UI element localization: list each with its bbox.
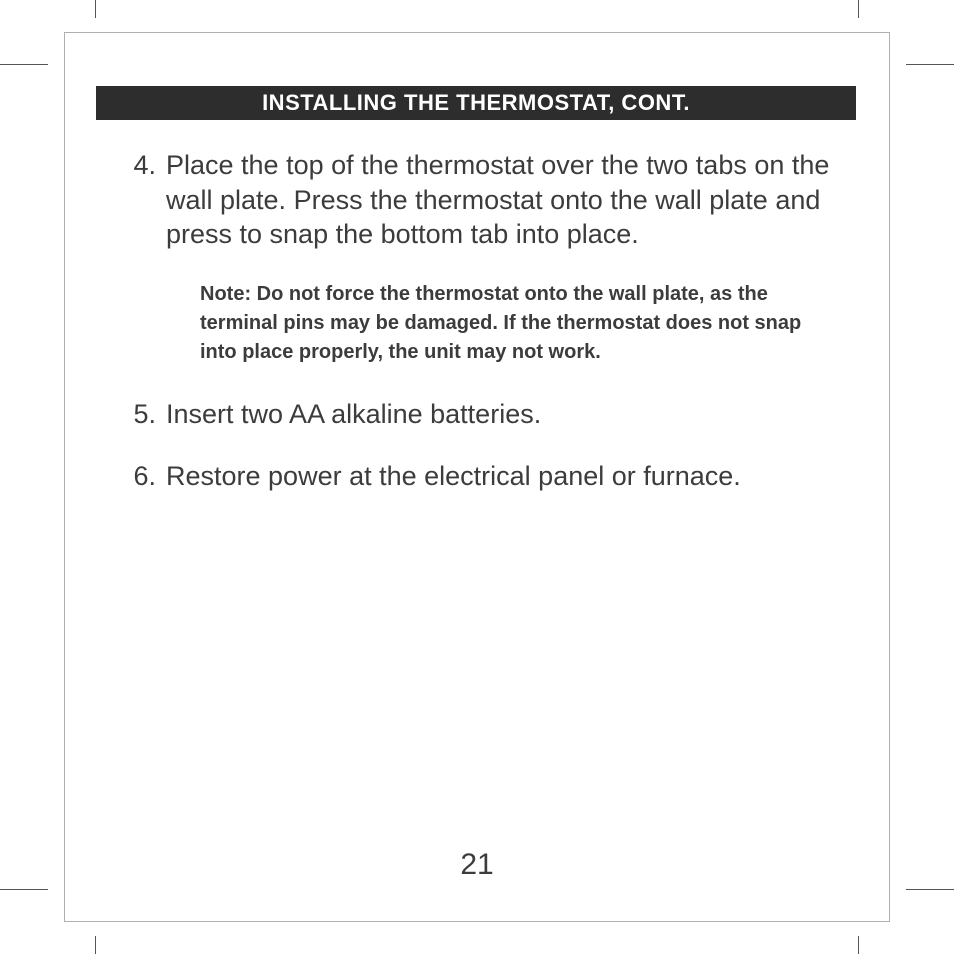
step-5: 5. Insert two AA alkaline batteries. (120, 397, 840, 432)
body-content: 4. Place the top of the thermostat over … (120, 148, 840, 522)
step-text: Place the top of the thermostat over the… (166, 148, 840, 252)
page-number: 21 (0, 848, 954, 882)
step-number: 5. (120, 397, 166, 432)
step-text: Insert two AA alkaline batteries. (166, 397, 840, 432)
step-number: 4. (120, 148, 166, 252)
step-text: Restore power at the electrical panel or… (166, 459, 840, 494)
section-header-text: INSTALLING THE THERMOSTAT, CONT. (262, 90, 690, 115)
section-header: INSTALLING THE THERMOSTAT, CONT. (96, 86, 856, 120)
step-4: 4. Place the top of the thermostat over … (120, 148, 840, 252)
step-number: 6. (120, 459, 166, 494)
note-text: Note: Do not force the thermostat onto t… (200, 280, 810, 367)
step-6: 6. Restore power at the electrical panel… (120, 459, 840, 494)
